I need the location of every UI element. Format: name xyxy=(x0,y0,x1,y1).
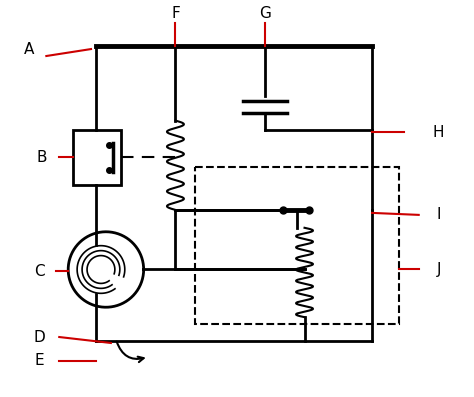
Text: A: A xyxy=(24,42,35,56)
Bar xyxy=(195,167,399,324)
Text: C: C xyxy=(34,264,45,279)
Bar xyxy=(73,131,121,185)
Text: G: G xyxy=(259,6,271,21)
Text: D: D xyxy=(34,330,46,345)
Text: H: H xyxy=(433,125,444,140)
Text: J: J xyxy=(437,262,441,277)
Text: F: F xyxy=(171,6,180,21)
Text: E: E xyxy=(35,353,44,368)
Text: B: B xyxy=(36,150,46,165)
Text: I: I xyxy=(437,207,441,222)
